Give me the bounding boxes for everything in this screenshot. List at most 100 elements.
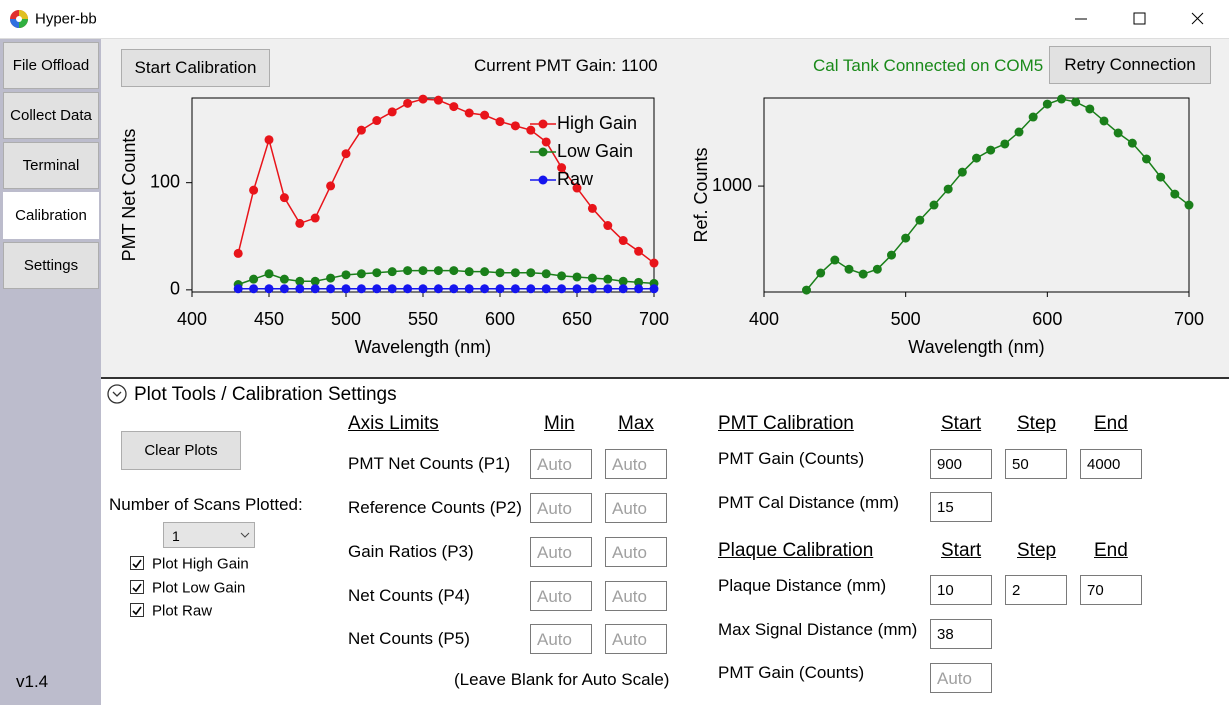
text-field[interactable]: Auto [530,624,592,654]
text-field[interactable]: Auto [530,493,592,523]
data-point [356,125,366,135]
field-label: Max Signal Distance (mm) [718,620,918,639]
data-point [1127,138,1137,148]
data-point [464,267,474,277]
text-field[interactable]: Auto [605,624,667,654]
scans-dropdown[interactable]: 1 [163,522,255,548]
tab[interactable]: Settings [3,242,99,289]
window-controls[interactable] [1060,0,1229,38]
field-label: PMT Cal Distance (mm) [718,493,900,512]
legend-marker [538,175,548,185]
text-field[interactable]: 15 [930,492,992,522]
column-header: Min [544,413,575,434]
start-calibration-button[interactable]: Start Calibration [121,49,270,87]
retry-connection-button[interactable]: Retry Connection [1049,46,1211,84]
tab[interactable]: Calibration [3,192,99,239]
text-field[interactable]: 2 [1005,575,1067,605]
text-field[interactable]: 4000 [1080,449,1142,479]
data-point [264,269,274,279]
data-point [1028,112,1038,122]
data-point [618,236,628,246]
data-point [341,149,351,159]
tab[interactable]: Terminal [3,142,99,189]
x-tick-label: 600 [485,309,515,329]
data-point [295,284,305,294]
data-point [572,284,582,294]
column-header: End [1094,413,1128,434]
data-point [249,284,259,294]
data-point [464,284,474,294]
text-field[interactable]: Auto [530,537,592,567]
text-field[interactable]: 38 [930,619,992,649]
data-point [326,284,336,294]
section-header: Plaque Calibration [718,540,874,561]
data-point [634,284,644,294]
scans-value: 1 [172,528,180,544]
data-point [403,266,413,276]
y-tick-label: 0 [170,279,180,299]
section-header: Axis Limits [348,413,439,434]
tab[interactable]: File Offload [3,42,99,89]
data-point [541,269,551,279]
text-field[interactable]: 900 [930,449,992,479]
data-point [295,218,305,228]
text-field[interactable]: Auto [605,581,667,611]
x-tick-label: 700 [1174,309,1204,329]
text-field[interactable]: 10 [930,575,992,605]
column-header: Max [618,413,654,434]
checkbox[interactable] [130,556,144,570]
data-point [557,284,567,294]
checkbox-label[interactable]: Plot Raw [152,602,213,620]
data-point [887,250,896,260]
text-field[interactable]: Auto [605,449,667,479]
data-point [233,248,243,258]
title-bar [0,0,1229,39]
data-point [418,94,428,104]
data-point [1014,127,1024,137]
text-field[interactable]: Auto [605,537,667,567]
text-field[interactable]: 70 [1080,575,1142,605]
text-field[interactable]: 50 [1005,449,1067,479]
checkbox[interactable] [130,603,144,617]
field-label: PMT Net Counts (P1) [348,454,511,473]
data-point [1000,139,1010,149]
data-point [279,193,289,203]
data-point [326,181,336,191]
text-field[interactable]: Auto [930,663,992,693]
data-point [929,200,939,210]
collapse-icon[interactable] [106,384,128,406]
column-header: End [1094,540,1128,561]
data-point [830,255,840,265]
maximize[interactable] [1133,12,1146,25]
data-point [310,276,320,286]
legend-marker [538,119,548,129]
gain-status: Current PMT Gain: 1100 [474,56,658,75]
x-tick-label: 600 [1032,309,1062,329]
data-point [433,284,443,294]
dropdown-arrow [240,532,250,538]
data-point [858,269,868,279]
text-field[interactable]: Auto [530,449,592,479]
y-tick-label: 100 [150,171,180,191]
field-label: Net Counts (P5) [348,629,470,648]
text-field[interactable]: Auto [530,581,592,611]
data-point [572,272,582,282]
data-point [433,266,443,276]
data-point [510,121,520,131]
scans-label: Number of Scans Plotted: [109,495,303,514]
tab[interactable]: Collect Data [3,92,99,139]
data-point [1184,200,1194,210]
data-point [649,258,659,268]
data-point [844,264,854,274]
separator [101,377,1229,379]
checkbox-label[interactable]: Plot Low Gain [152,579,246,596]
text-field[interactable]: Auto [605,493,667,523]
checkmark [132,606,142,616]
close[interactable] [1191,12,1204,25]
checkbox[interactable] [130,579,144,594]
panel-title[interactable]: Plot Tools / Calibration Settings [134,384,397,405]
clear-plots-button[interactable]: Clear Plots [121,431,241,470]
checkbox-label[interactable]: Plot High Gain [152,555,249,573]
data-point [649,284,659,294]
